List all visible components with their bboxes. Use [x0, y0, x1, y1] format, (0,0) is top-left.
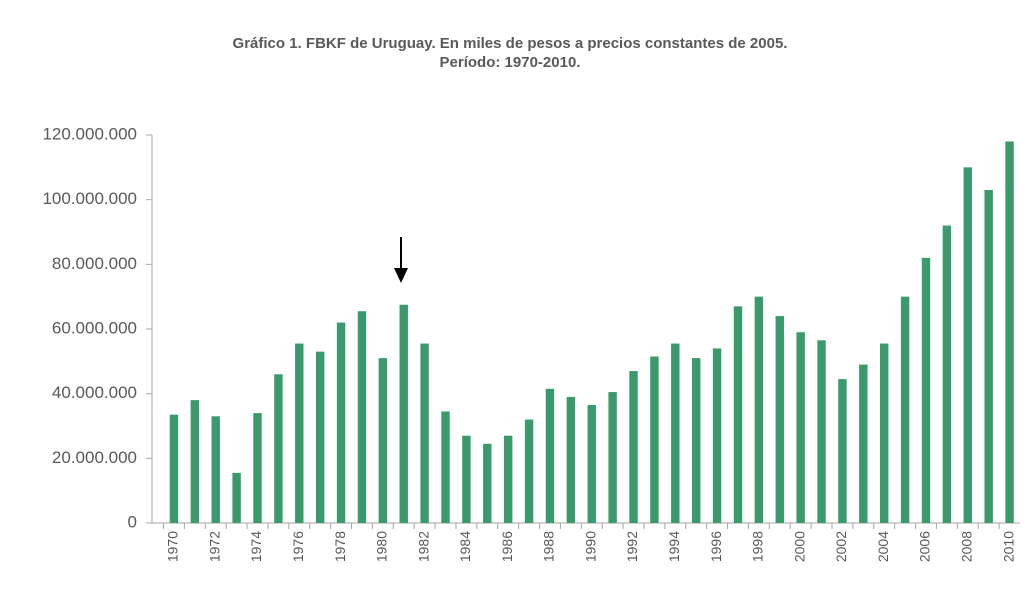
y-tick-label: 80.000.000	[52, 254, 137, 273]
chart-title: Gráfico 1. FBKF de Uruguay. En miles de …	[233, 35, 788, 52]
y-tick-label: 40.000.000	[52, 383, 137, 402]
y-tick-label: 60.000.000	[52, 318, 137, 337]
x-tick-label: 2002	[833, 531, 849, 562]
x-tick-label: 2004	[875, 531, 891, 562]
bar	[859, 364, 868, 523]
bar	[483, 443, 492, 523]
bar	[462, 435, 471, 523]
bar	[315, 351, 325, 523]
y-tick-label: 120.000.000	[42, 124, 137, 143]
bar	[566, 396, 576, 523]
x-tick-label: 1990	[582, 531, 598, 562]
bar	[441, 411, 450, 523]
x-tick-label: 2010	[1000, 531, 1016, 562]
bar	[587, 404, 596, 523]
bar	[1005, 141, 1014, 523]
y-tick-label: 20.000.000	[52, 448, 137, 467]
x-tick-label: 1974	[248, 531, 264, 562]
bar	[963, 167, 972, 524]
bar	[524, 419, 534, 523]
bar	[838, 379, 847, 523]
x-tick-label: 1980	[374, 531, 390, 562]
bar	[399, 304, 408, 523]
x-tick-label: 1978	[332, 531, 348, 562]
x-tick-label: 1984	[457, 531, 473, 562]
x-tick-label: 1972	[206, 531, 222, 562]
bar	[190, 400, 200, 523]
x-tick-label: 1970	[165, 531, 181, 562]
bar	[817, 340, 826, 523]
bar	[671, 343, 680, 523]
x-tick-label: 1982	[415, 531, 431, 562]
bar	[629, 371, 638, 523]
bar	[169, 414, 179, 523]
bar	[900, 296, 910, 523]
bar	[295, 343, 304, 523]
bar	[211, 416, 220, 523]
bar	[253, 413, 262, 523]
bar	[921, 257, 931, 523]
bar	[754, 296, 764, 523]
x-tick-label: 1994	[666, 531, 682, 562]
bar	[984, 189, 993, 523]
bar	[336, 322, 346, 523]
bar	[274, 374, 283, 523]
bar	[880, 343, 889, 523]
bar	[796, 332, 805, 523]
bar	[650, 356, 659, 523]
bar	[503, 435, 513, 523]
x-tick-label: 1992	[624, 531, 640, 562]
bar	[420, 343, 429, 523]
x-tick-label: 2006	[917, 531, 933, 562]
bar	[775, 316, 784, 523]
x-tick-label: 1998	[750, 531, 766, 562]
x-tick-label: 1996	[708, 531, 724, 562]
bar	[232, 472, 241, 523]
bar	[712, 348, 722, 523]
x-tick-label: 2000	[791, 531, 807, 562]
bar	[692, 358, 701, 523]
chart-subtitle: Período: 1970-2010.	[440, 54, 581, 71]
arrow-head	[394, 268, 408, 283]
x-tick-label: 1988	[541, 531, 557, 562]
y-tick-label: 100.000.000	[42, 189, 137, 208]
x-tick-label: 1986	[499, 531, 515, 562]
bar	[942, 225, 952, 524]
bar	[733, 306, 743, 523]
bar	[357, 311, 367, 523]
bar	[545, 388, 555, 523]
x-tick-label: 1976	[290, 531, 306, 562]
y-tick-label: 0	[128, 512, 137, 531]
bar	[608, 392, 617, 523]
x-tick-label: 2008	[958, 531, 974, 562]
bar	[378, 358, 388, 523]
